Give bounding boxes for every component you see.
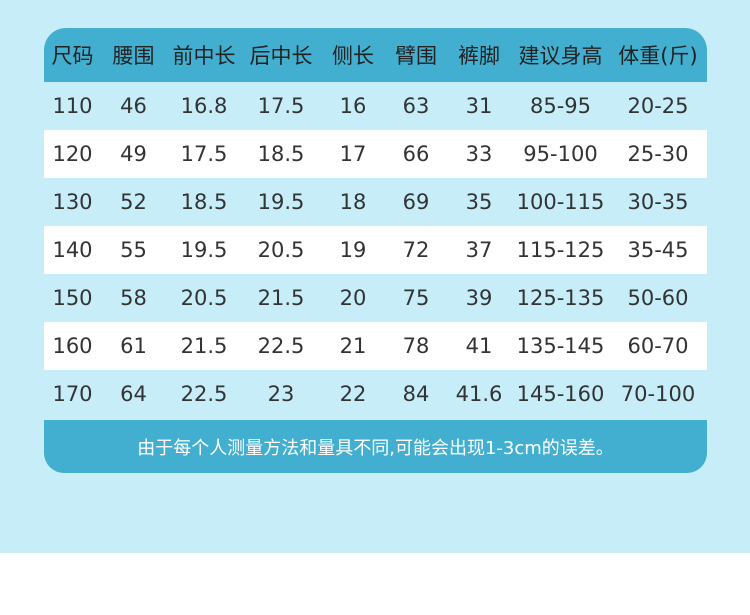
table-cell: 18.5 <box>257 142 305 166</box>
table-row: 120 49 17.5 18.5 17 66 33 95-100 25-30 <box>44 130 707 178</box>
table-cell: 125-135 <box>516 286 605 310</box>
table-cell: 37 <box>465 238 493 262</box>
table-cell: 41 <box>465 334 493 358</box>
table-cell: 30-35 <box>627 190 689 214</box>
table-cell: 22 <box>339 382 367 406</box>
table-cell: 160 <box>52 334 93 358</box>
size-chart-table: 尺码 腰围 前中长 后中长 侧长 臂围 裤脚 建议身高 体重(斤) 110 46 16.8 17.5 1… <box>44 28 707 418</box>
table-cell: 115-125 <box>516 238 605 262</box>
table-cell: 21.5 <box>180 334 228 358</box>
table-cell: 20-25 <box>627 94 689 118</box>
column-header: 尺码 <box>51 44 94 68</box>
column-header: 前中长 <box>172 44 236 68</box>
table-cell: 140 <box>52 238 93 262</box>
table-cell: 39 <box>465 286 493 310</box>
table-cell: 66 <box>402 142 430 166</box>
table-cell: 25-30 <box>627 142 689 166</box>
table-row: 160 61 21.5 22.5 21 78 41 135-145 60-70 <box>44 322 707 370</box>
table-cell: 19.5 <box>180 238 228 262</box>
table-row: 170 64 22.5 23 22 84 41.6 145-160 70-100 <box>44 370 707 418</box>
table-cell: 17.5 <box>180 142 228 166</box>
table-cell: 49 <box>120 142 147 166</box>
column-header: 臂围 <box>395 44 437 68</box>
table-cell: 21.5 <box>257 286 305 310</box>
column-header: 裤脚 <box>458 44 500 68</box>
column-header: 侧长 <box>332 44 374 68</box>
table-row: 130 52 18.5 19.5 18 69 35 100-115 30-35 <box>44 178 707 226</box>
table-cell: 50-60 <box>627 286 689 310</box>
table-row: 150 58 20.5 21.5 20 75 39 125-135 50-60 <box>44 274 707 322</box>
table-cell: 75 <box>402 286 430 310</box>
column-header: 腰围 <box>112 44 155 68</box>
table-cell: 16.8 <box>180 94 228 118</box>
table-cell: 150 <box>52 286 93 310</box>
table-row: 110 46 16.8 17.5 16 63 31 85-95 20-25 <box>44 82 707 130</box>
table-cell: 20.5 <box>180 286 228 310</box>
table-cell: 69 <box>402 190 430 214</box>
table-cell: 61 <box>120 334 147 358</box>
table-cell: 100-115 <box>516 190 605 214</box>
table-cell: 18 <box>339 190 367 214</box>
table-cell: 17 <box>339 142 367 166</box>
table-cell: 20.5 <box>257 238 305 262</box>
table-cell: 17.5 <box>257 94 305 118</box>
table-cell: 21 <box>339 334 367 358</box>
column-header: 后中长 <box>249 44 313 68</box>
table-cell: 22.5 <box>257 334 305 358</box>
table-cell: 52 <box>120 190 147 214</box>
table-cell: 16 <box>339 94 367 118</box>
table-cell: 170 <box>52 382 93 406</box>
table-cell: 135-145 <box>516 334 605 358</box>
table-cell: 78 <box>402 334 430 358</box>
table-cell: 41.6 <box>455 382 503 406</box>
table-cell: 130 <box>52 190 93 214</box>
table-cell: 70-100 <box>620 382 696 406</box>
table-cell: 63 <box>402 94 430 118</box>
table-cell: 23 <box>267 382 295 406</box>
table-cell: 72 <box>402 238 430 262</box>
table-cell: 95-100 <box>523 142 598 166</box>
table-cell: 110 <box>52 94 93 118</box>
table-cell: 85-95 <box>529 94 592 118</box>
table-cell: 46 <box>120 94 147 118</box>
table-cell: 20 <box>339 286 367 310</box>
table-cell: 55 <box>120 238 147 262</box>
table-cell: 120 <box>52 142 93 166</box>
table-cell: 64 <box>120 382 147 406</box>
column-header: 体重(斤) <box>618 44 698 68</box>
table-row: 140 55 19.5 20.5 19 72 37 115-125 35-45 <box>44 226 707 274</box>
table-cell: 58 <box>120 286 147 310</box>
table-cell: 19 <box>339 238 367 262</box>
table-header: 尺码 腰围 前中长 后中长 侧长 臂围 裤脚 建议身高 体重(斤) <box>44 28 707 82</box>
table-cell: 35 <box>465 190 493 214</box>
table-cell: 22.5 <box>180 382 228 406</box>
table-cell: 18.5 <box>180 190 228 214</box>
table-cell: 33 <box>465 142 493 166</box>
table-cell: 145-160 <box>516 382 605 406</box>
table-cell: 84 <box>402 382 430 406</box>
table-cell: 31 <box>465 94 493 118</box>
table-cell: 60-70 <box>627 334 689 358</box>
measurement-note: 由于每个人测量方法和量具不同,可能会出现1-3cm的误差。 <box>44 420 707 473</box>
table-cell: 19.5 <box>257 190 305 214</box>
table-cell: 35-45 <box>627 238 689 262</box>
column-header: 建议身高 <box>518 44 603 68</box>
